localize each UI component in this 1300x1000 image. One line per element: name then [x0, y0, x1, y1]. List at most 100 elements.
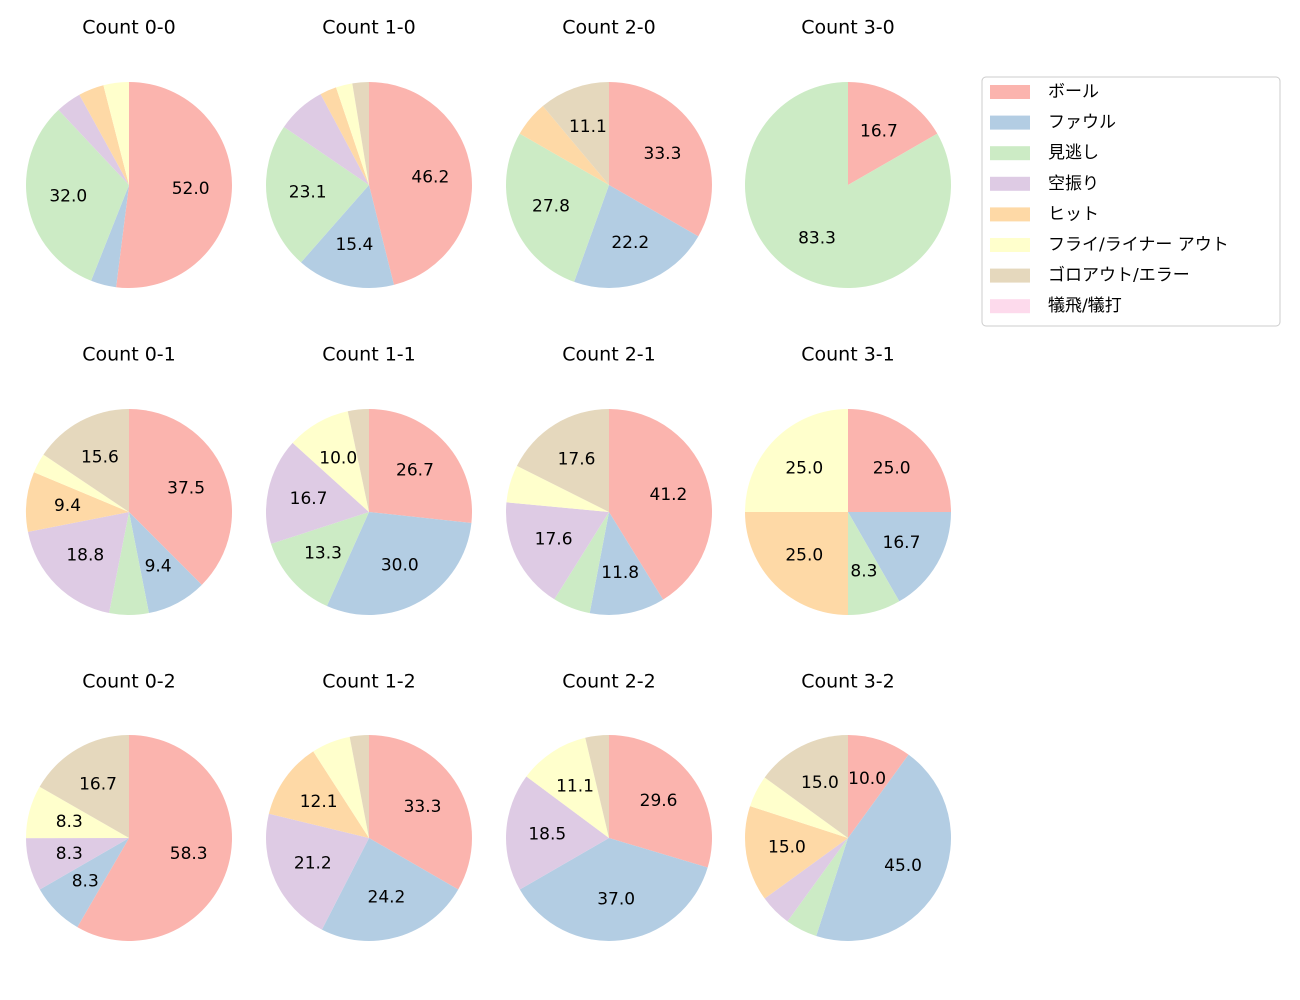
- slice-label: 13.3: [304, 543, 342, 563]
- pie-slice: [321, 838, 459, 941]
- pie-slice: [609, 82, 712, 237]
- pie-slice: [506, 133, 609, 282]
- pie-title: Count 1-1: [322, 344, 416, 366]
- legend-label: ゴロアウト/エラー: [1048, 265, 1190, 286]
- pie-slice: [39, 838, 129, 928]
- pie-slice: [283, 94, 369, 185]
- slice-label: 17.6: [558, 449, 596, 469]
- pie-slice: [109, 512, 149, 615]
- slice-label: 23.1: [289, 183, 327, 203]
- pie-slice: [103, 82, 129, 185]
- pie-slice: [347, 409, 369, 512]
- pie-slice: [505, 502, 609, 600]
- pie-slice: [745, 409, 848, 512]
- pie-slice: [787, 838, 848, 936]
- pie-title: Count 2-0: [562, 17, 656, 39]
- pie-slice: [79, 85, 129, 185]
- pie-slice: [519, 106, 609, 185]
- slice-label: 8.3: [56, 812, 83, 832]
- slice-label: 24.2: [368, 887, 406, 907]
- pie-slice: [745, 806, 848, 899]
- pie-slice: [369, 735, 472, 890]
- pie-slice: [300, 185, 394, 288]
- pie-slice: [369, 409, 472, 523]
- pie-slice: [609, 409, 712, 600]
- legend-swatch: [990, 268, 1030, 283]
- pie-slice: [336, 83, 369, 185]
- pie-title: Count 1-0: [322, 17, 416, 39]
- pie-slice: [816, 754, 951, 941]
- slice-label: 16.7: [79, 775, 117, 795]
- pie-slice: [848, 82, 938, 185]
- slice-label: 17.6: [535, 529, 573, 549]
- pie-slice: [265, 813, 369, 930]
- pie-slice: [745, 512, 848, 615]
- pie-slice: [609, 735, 712, 868]
- pie-slice: [26, 838, 129, 890]
- pie-slice: [268, 751, 369, 838]
- slice-label: 25.0: [873, 458, 911, 478]
- legend-label: ヒット: [1048, 204, 1099, 224]
- pie-slice: [369, 82, 472, 285]
- pie-slice: [554, 512, 609, 614]
- legend-swatch: [990, 238, 1030, 252]
- slice-label: 22.2: [611, 233, 649, 253]
- pie-slice: [77, 735, 233, 941]
- legend-label: 犠飛/犠打: [1048, 296, 1122, 316]
- slice-label: 58.3: [170, 844, 208, 864]
- pie-slice: [352, 82, 369, 185]
- legend-swatch: [990, 85, 1030, 99]
- legend-swatch: [990, 299, 1030, 314]
- legend-label: ボール: [1048, 82, 1099, 102]
- pie-slice: [506, 776, 609, 890]
- slice-label: 25.0: [785, 458, 823, 478]
- pie-slice: [848, 512, 951, 602]
- slice-label: 45.0: [884, 856, 922, 876]
- pie-slice: [91, 185, 129, 288]
- slice-label: 10.0: [319, 448, 357, 468]
- slice-label: 33.3: [404, 797, 442, 817]
- pie-slice: [129, 409, 232, 585]
- legend-label: 空振り: [1048, 174, 1099, 194]
- pie-slice: [25, 109, 130, 281]
- pie-slice: [271, 512, 369, 607]
- pie-slice: [764, 838, 848, 922]
- slice-label: 27.8: [532, 196, 570, 216]
- slice-label: 26.7: [396, 461, 434, 481]
- slice-label: 16.7: [860, 122, 898, 142]
- pie-slice: [585, 735, 609, 838]
- slice-label: 8.3: [72, 872, 99, 892]
- slice-label: 18.8: [66, 546, 104, 566]
- legend-swatch: [990, 207, 1030, 222]
- slice-label: 52.0: [172, 179, 210, 199]
- pie-slice: [542, 82, 609, 185]
- pie-title: Count 3-2: [801, 671, 895, 693]
- slice-label: 12.1: [300, 792, 338, 812]
- pie-title: Count 0-0: [82, 17, 176, 39]
- pie-slice: [39, 735, 129, 838]
- pie-slice: [266, 126, 369, 263]
- slice-label: 18.5: [528, 824, 566, 844]
- pie-slice: [349, 735, 369, 838]
- slice-label: 15.0: [768, 838, 806, 858]
- pie-slice: [848, 512, 900, 615]
- pie-slice: [848, 409, 951, 512]
- legend-label: 見逃し: [1048, 143, 1099, 163]
- pie-slice: [326, 512, 472, 615]
- pie-slice: [26, 786, 129, 839]
- pie-slice: [519, 838, 708, 941]
- pie-slice: [764, 735, 848, 838]
- pie-title: Count 0-2: [82, 671, 176, 693]
- pie-slice: [292, 411, 369, 512]
- pie-title: Count 1-2: [322, 671, 416, 693]
- pie-slice: [516, 409, 609, 512]
- slice-label: 29.6: [640, 791, 678, 811]
- pie-slice: [43, 409, 129, 512]
- slice-label: 32.0: [49, 187, 87, 207]
- legend-label: ファウル: [1048, 113, 1116, 133]
- pie-slice: [589, 512, 664, 615]
- pie-slice: [26, 472, 129, 532]
- slice-label: 21.2: [294, 854, 332, 874]
- slice-label: 83.3: [798, 228, 836, 248]
- slice-label: 16.7: [883, 533, 921, 553]
